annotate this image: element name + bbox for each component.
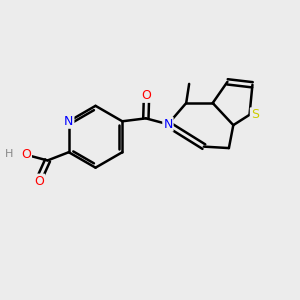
Text: O: O (142, 89, 152, 102)
Text: O: O (34, 175, 44, 188)
Text: N: N (163, 118, 172, 131)
Text: H: H (5, 149, 14, 159)
Text: O: O (21, 148, 31, 161)
Text: S: S (251, 108, 259, 121)
Text: N: N (64, 115, 74, 128)
